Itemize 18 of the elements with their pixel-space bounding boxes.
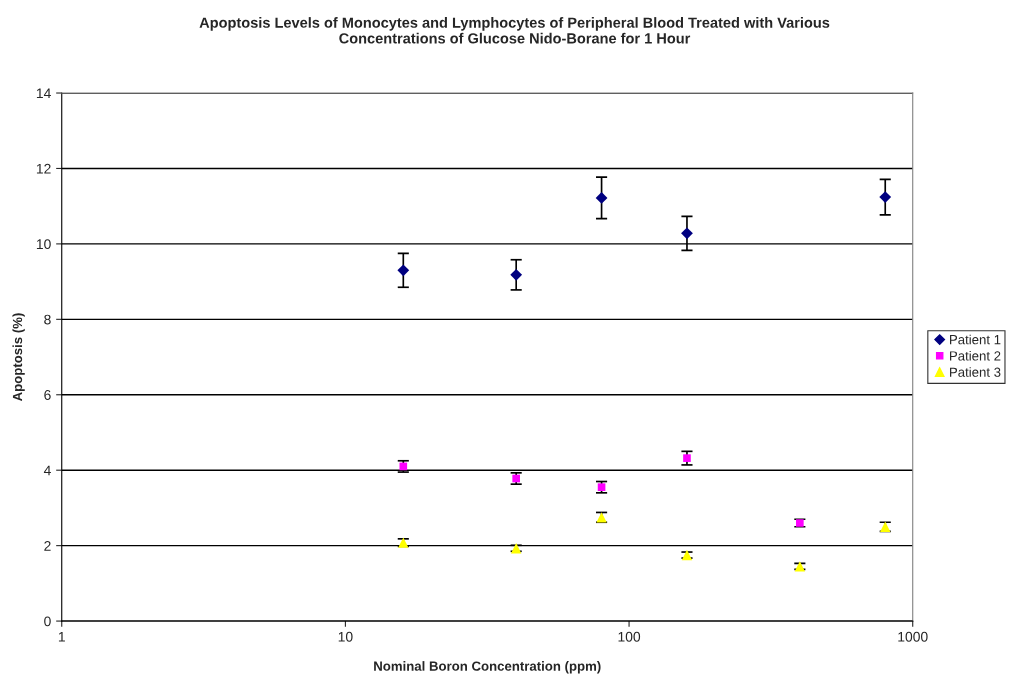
y-tick-label: 4 bbox=[43, 465, 51, 476]
y-tick-label: 6 bbox=[44, 390, 51, 400]
y-tick-label: 8 bbox=[44, 314, 51, 325]
chart-title: Apoptosis Levels of Monocytes and Lymphocytes of Peripheral Blood Treated with Various Concentrations of Glucose Nido-Borane for 1 Hour bbox=[199, 17, 830, 44]
y-tick-label: 12 bbox=[36, 163, 51, 174]
x-tick-label: 100 bbox=[618, 631, 641, 642]
legend-label: Patient 1 bbox=[950, 334, 1001, 345]
x-tick-label: 1 bbox=[58, 632, 65, 642]
y-tick-label: 14 bbox=[36, 88, 51, 99]
y-axis-title: Apoptosis (%) bbox=[12, 313, 25, 402]
y-tick-label: 0 bbox=[44, 616, 51, 627]
legend-label: Patient 2 bbox=[950, 350, 1001, 361]
y-tick-label: 10 bbox=[36, 239, 51, 250]
y-tick-label: 2 bbox=[44, 540, 51, 551]
x-axis-title: Nominal Boron Concentration (ppm) bbox=[374, 661, 601, 674]
x-tick-label: 10 bbox=[338, 631, 353, 642]
x-tick-label: 1000 bbox=[898, 631, 928, 642]
legend-label: Patient 3 bbox=[950, 367, 1001, 377]
